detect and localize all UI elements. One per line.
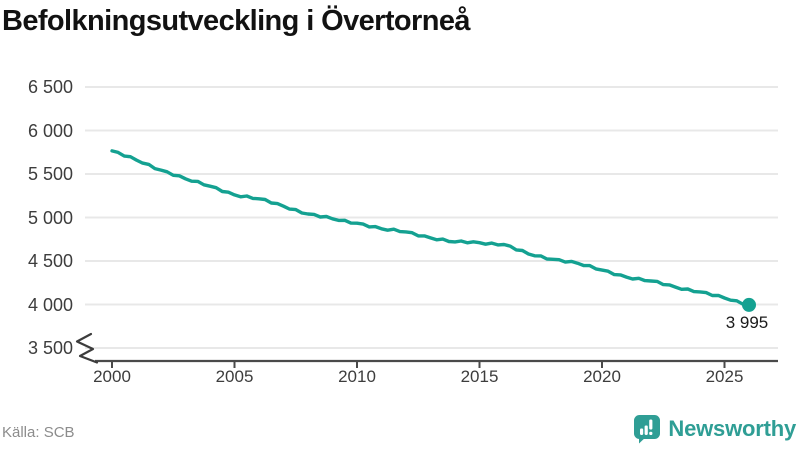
x-tick-label: 2005	[215, 367, 254, 386]
brand-logo: Newsworthy	[633, 414, 796, 444]
y-tick-label: 6 500	[27, 77, 73, 97]
y-tick-label: 3 500	[27, 338, 73, 358]
source-label: Källa: SCB	[2, 424, 75, 441]
x-tick-label: 2020	[583, 367, 621, 386]
y-tick-label: 6 000	[27, 120, 73, 141]
x-tick-label: 2010	[338, 367, 376, 386]
x-axis-ticks	[111, 361, 726, 368]
y-tick-label: 5 000	[27, 207, 73, 228]
x-tick-label: 2015	[460, 367, 499, 386]
y-tick-label: 4 500	[27, 251, 73, 271]
gridlines	[85, 86, 778, 349]
last-value-label: 3 995	[725, 313, 769, 332]
axis-break-icon	[75, 332, 99, 364]
y-tick-label: 5 500	[27, 164, 73, 184]
population-line	[110, 149, 751, 307]
newsworthy-icon	[634, 415, 661, 444]
chart-title: Befolkningsutveckling i Övertorneå	[2, 5, 470, 37]
brand-name: Newsworthy	[668, 416, 796, 441]
y-tick-label: 4 000	[27, 294, 73, 315]
x-tick-label: 2025	[705, 367, 744, 386]
last-point-marker	[742, 297, 756, 312]
x-tick-label: 2000	[93, 367, 131, 386]
